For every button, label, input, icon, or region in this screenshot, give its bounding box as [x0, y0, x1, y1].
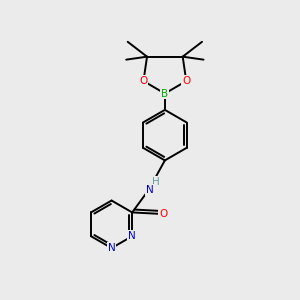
Text: O: O — [139, 76, 148, 86]
Text: N: N — [108, 243, 116, 253]
Text: N: N — [128, 231, 136, 241]
Text: H: H — [152, 177, 160, 187]
Text: O: O — [159, 209, 167, 219]
Text: B: B — [161, 88, 168, 98]
Text: O: O — [182, 76, 190, 86]
Text: N: N — [146, 185, 154, 195]
